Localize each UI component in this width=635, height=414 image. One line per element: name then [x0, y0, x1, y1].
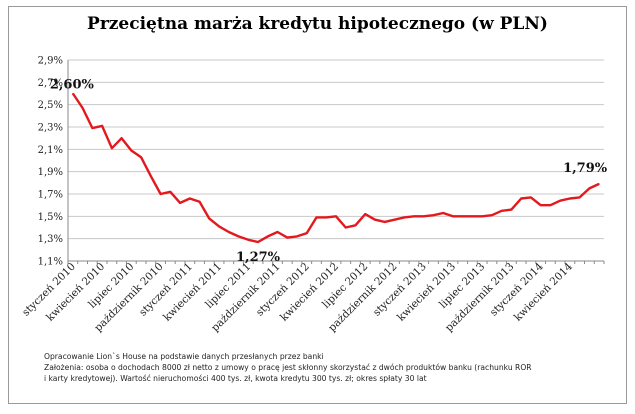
y-tick-label: 2,5% [38, 100, 63, 111]
y-tick-label: 1,1% [38, 257, 63, 268]
data-point [432, 214, 435, 216]
data-point [306, 232, 308, 234]
data-point [374, 219, 376, 221]
data-point [462, 215, 464, 217]
data-label: 1,27% [236, 250, 281, 265]
data-point [237, 235, 240, 238]
footnote-source: Opracowanie Lion`s House na podstawie da… [44, 352, 324, 361]
data-point [159, 193, 162, 195]
data-point [481, 215, 483, 217]
data-point [267, 235, 269, 238]
data-point [296, 235, 298, 238]
data-point [423, 215, 425, 217]
data-point [520, 197, 522, 200]
y-tick-label: 2,1% [38, 145, 63, 156]
data-point [491, 214, 493, 216]
y-tick-label: 2,7% [38, 78, 63, 89]
footnote-assumptions: Założenia: osoba o dochodach 8000 zł net… [44, 363, 532, 372]
data-point [208, 217, 210, 220]
data-point [471, 215, 474, 217]
data-point [257, 241, 259, 243]
data-point [111, 147, 113, 149]
data-point [247, 239, 249, 241]
y-tick-label: 2,9% [38, 56, 63, 67]
data-point [218, 225, 220, 227]
data-point [393, 219, 396, 221]
data-point [384, 221, 386, 223]
data-point [276, 231, 279, 233]
data-point [345, 226, 347, 229]
data-point [150, 175, 152, 177]
data-point [91, 127, 93, 129]
data-point [510, 209, 513, 211]
footnote-assumptions-cont: i karty kredytowej). Wartość nieruchomoś… [44, 374, 427, 383]
data-point [452, 215, 454, 217]
data-label: 1,79% [563, 161, 608, 176]
data-point [72, 92, 74, 95]
data-point [82, 107, 84, 109]
y-tick-label: 1,7% [38, 190, 63, 201]
chart-frame [8, 6, 627, 404]
data-point [335, 215, 337, 217]
data-point [189, 197, 191, 200]
data-point [315, 216, 318, 219]
data-point [364, 213, 366, 215]
y-tick-label: 2,3% [38, 123, 63, 134]
data-point [530, 196, 532, 198]
data-point [588, 187, 590, 190]
chart-title: Przeciętna marża kredytu hipotecznego (w… [87, 14, 548, 34]
data-point [501, 210, 503, 212]
series-line [71, 92, 600, 244]
data-point [579, 196, 581, 198]
data-point [540, 204, 542, 206]
data-point [101, 125, 103, 127]
data-point [569, 197, 571, 200]
data-point [354, 224, 357, 226]
y-tick-label: 1,3% [38, 234, 63, 245]
data-point [403, 216, 405, 219]
y-tick-label: 1,9% [38, 167, 63, 178]
data-point [598, 183, 600, 185]
data-label: 2,60% [50, 78, 95, 93]
data-point [121, 137, 123, 139]
data-point [140, 156, 142, 158]
data-point [130, 149, 132, 152]
data-point [413, 215, 415, 217]
data-point [198, 201, 201, 203]
data-point [179, 202, 181, 204]
data-point [549, 204, 552, 206]
data-point [169, 191, 171, 193]
data-point [228, 231, 230, 233]
y-tick-label: 1,5% [38, 212, 63, 223]
data-point [286, 236, 288, 239]
data-point [325, 216, 327, 219]
data-point [559, 200, 561, 202]
data-point [442, 212, 444, 214]
